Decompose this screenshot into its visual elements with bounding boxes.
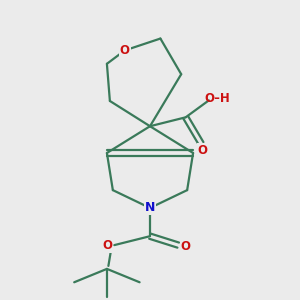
Text: N: N <box>145 202 155 214</box>
Text: O–H: O–H <box>204 92 230 105</box>
Text: O: O <box>103 239 113 252</box>
Text: O: O <box>181 240 191 253</box>
Text: O: O <box>120 44 130 57</box>
Text: O: O <box>198 143 208 157</box>
